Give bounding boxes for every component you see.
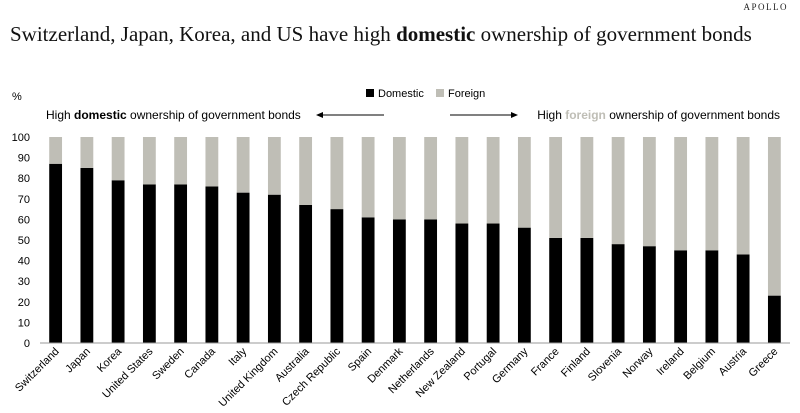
bar-foreign-united-states bbox=[142, 137, 156, 185]
bar-foreign-belgium bbox=[705, 137, 719, 251]
bar-domestic-slovenia bbox=[611, 244, 625, 343]
bar-foreign-finland bbox=[580, 137, 594, 238]
y-axis: 0 10 20 30 40 50 60 70 80 90 100 bbox=[12, 132, 30, 350]
bar-foreign-spain bbox=[361, 137, 375, 218]
bar-foreign-greece bbox=[767, 137, 781, 296]
bar-foreign-united-kingdom bbox=[267, 137, 281, 195]
bar-foreign-slovenia bbox=[611, 137, 625, 245]
x-tick-label: Canada bbox=[182, 345, 218, 381]
bar-foreign-sweden bbox=[174, 137, 188, 185]
x-tick-label: Slovenia bbox=[586, 345, 625, 384]
legend-swatch-domestic bbox=[366, 89, 374, 97]
x-tick-label: France bbox=[529, 346, 562, 379]
bar-domestic-sweden bbox=[174, 184, 188, 343]
arrow-right-head-icon bbox=[511, 112, 518, 118]
bar-domestic-denmark bbox=[392, 219, 406, 343]
annotation-left-text: High domestic ownership of government bo… bbox=[46, 108, 301, 122]
x-tick-label: Greece bbox=[746, 346, 780, 380]
y-tick-label: 0 bbox=[24, 338, 30, 350]
bar-foreign-italy bbox=[236, 137, 250, 193]
bar-domestic-korea bbox=[111, 180, 125, 343]
bars bbox=[49, 137, 781, 343]
y-tick-label: 60 bbox=[18, 214, 30, 226]
annotation-right-text: High foreign ownership of government bon… bbox=[537, 108, 780, 122]
title-emphasis: domestic bbox=[396, 22, 476, 46]
arrow-left-head-icon bbox=[316, 112, 323, 118]
legend-label-domestic: Domestic bbox=[378, 88, 424, 100]
bar-foreign-austria bbox=[736, 137, 750, 255]
bar-domestic-australia bbox=[299, 204, 313, 343]
legend-swatch-foreign bbox=[436, 89, 444, 97]
bar-domestic-germany bbox=[517, 227, 531, 343]
bar-domestic-spain bbox=[361, 217, 375, 343]
bar-foreign-czech-republic bbox=[330, 137, 344, 210]
x-tick-label: Switzerland bbox=[13, 346, 62, 395]
bar-foreign-germany bbox=[517, 137, 531, 228]
x-tick-label: Norway bbox=[621, 345, 656, 380]
bar-foreign-korea bbox=[111, 137, 125, 181]
bar-domestic-switzerland bbox=[49, 163, 63, 343]
bar-foreign-ireland bbox=[674, 137, 688, 251]
y-tick-label: 10 bbox=[18, 317, 30, 329]
title-prefix: Switzerland, Japan, Korea, and US have h… bbox=[10, 22, 397, 46]
bar-domestic-united-kingdom bbox=[267, 194, 281, 343]
chart-title: Switzerland, Japan, Korea, and US have h… bbox=[10, 22, 752, 47]
bar-domestic-austria bbox=[736, 254, 750, 343]
y-tick-label: 50 bbox=[18, 235, 30, 247]
bar-domestic-norway bbox=[642, 246, 656, 343]
y-tick-label: 30 bbox=[18, 276, 30, 288]
x-tick-label: Sweden bbox=[150, 346, 187, 383]
bar-foreign-portugal bbox=[486, 137, 500, 224]
bar-foreign-switzerland bbox=[49, 137, 63, 164]
bar-domestic-greece bbox=[767, 295, 781, 343]
y-tick-label: 70 bbox=[18, 194, 30, 206]
y-tick-label: 40 bbox=[18, 256, 30, 268]
legend-label-foreign: Foreign bbox=[448, 88, 485, 100]
x-tick-label: Czech Republic bbox=[280, 345, 343, 408]
bar-domestic-belgium bbox=[705, 250, 719, 343]
bar-domestic-new-zealand bbox=[455, 223, 469, 343]
bar-foreign-new-zealand bbox=[455, 137, 469, 224]
bar-foreign-france bbox=[549, 137, 563, 238]
x-tick-label: Belgium bbox=[681, 346, 718, 383]
bar-foreign-denmark bbox=[392, 137, 406, 220]
x-tick-label: Spain bbox=[346, 346, 374, 374]
y-tick-label: 100 bbox=[12, 132, 30, 144]
bar-foreign-canada bbox=[205, 137, 219, 187]
bar-domestic-portugal bbox=[486, 223, 500, 343]
bar-domestic-czech-republic bbox=[330, 209, 344, 343]
x-tick-label: Italy bbox=[226, 345, 249, 368]
y-tick-label: 90 bbox=[18, 153, 30, 165]
bar-domestic-canada bbox=[205, 186, 219, 343]
x-tick-label: Austria bbox=[717, 345, 750, 378]
y-tick-label: 80 bbox=[18, 173, 30, 185]
bar-domestic-italy bbox=[236, 192, 250, 343]
y-tick-label: 20 bbox=[18, 297, 30, 309]
annotation-left: High domestic ownership of government bo… bbox=[46, 108, 384, 122]
x-tick-label: Korea bbox=[95, 345, 125, 375]
bar-domestic-united-states bbox=[142, 184, 156, 343]
bar-foreign-netherlands bbox=[424, 137, 438, 220]
bar-foreign-japan bbox=[80, 137, 94, 168]
x-tick-label: Japan bbox=[63, 346, 93, 376]
x-tick-label: United Kingdom bbox=[217, 346, 281, 410]
y-axis-label: % bbox=[12, 91, 22, 103]
brand-logo: APOLLO bbox=[743, 2, 788, 12]
bar-domestic-france bbox=[549, 237, 563, 343]
bar-foreign-australia bbox=[299, 137, 313, 205]
bar-domestic-finland bbox=[580, 237, 594, 343]
legend: Domestic Foreign bbox=[366, 88, 485, 100]
bar-domestic-netherlands bbox=[424, 219, 438, 343]
title-suffix: ownership of government bonds bbox=[475, 22, 752, 46]
bar-foreign-norway bbox=[642, 137, 656, 247]
annotation-right: High foreign ownership of government bon… bbox=[450, 108, 780, 122]
bar-domestic-japan bbox=[80, 167, 94, 343]
bar-domestic-ireland bbox=[674, 250, 688, 343]
